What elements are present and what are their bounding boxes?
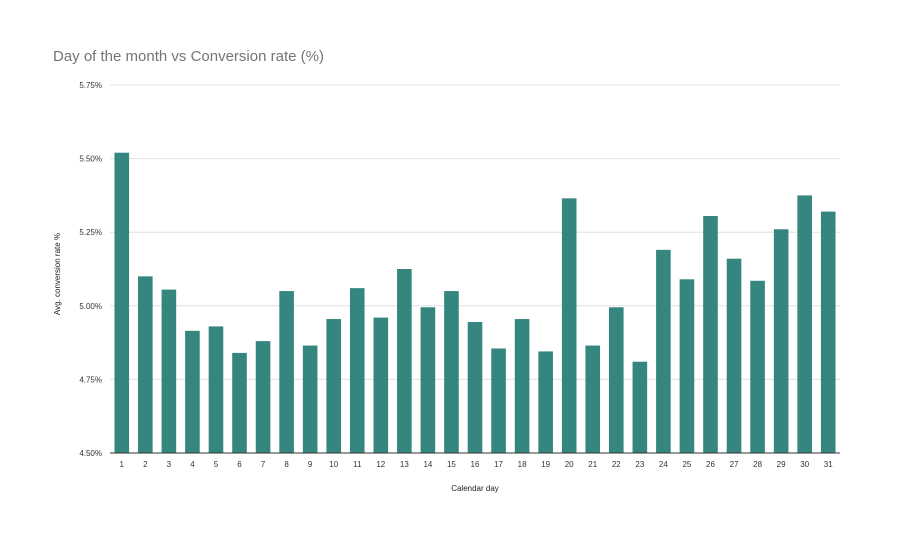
x-tick-label: 2 bbox=[143, 460, 148, 469]
bar bbox=[514, 319, 530, 453]
gridlines bbox=[110, 84, 840, 380]
bar bbox=[491, 348, 506, 453]
x-tick-label: 7 bbox=[261, 460, 266, 469]
bar bbox=[161, 289, 177, 453]
bar bbox=[255, 341, 271, 453]
x-tick-label: 23 bbox=[635, 460, 644, 469]
bar bbox=[656, 249, 671, 453]
bar bbox=[208, 326, 224, 453]
bar bbox=[326, 319, 342, 453]
bar bbox=[444, 291, 459, 453]
x-axis-title: Calendar day bbox=[451, 484, 499, 493]
y-tick-label: 5.50% bbox=[79, 155, 102, 164]
bar bbox=[820, 211, 836, 453]
x-tick-label: 25 bbox=[682, 460, 691, 469]
bar bbox=[138, 276, 153, 453]
x-tick-label: 16 bbox=[471, 460, 480, 469]
x-tick-label: 26 bbox=[706, 460, 715, 469]
bar bbox=[467, 321, 483, 453]
y-tick-label: 4.50% bbox=[79, 449, 102, 458]
bar bbox=[114, 152, 130, 453]
bar bbox=[538, 351, 553, 453]
bar bbox=[797, 195, 812, 453]
x-tick-label: 1 bbox=[120, 460, 125, 469]
bar bbox=[279, 291, 294, 453]
bar bbox=[232, 352, 247, 453]
x-tick-label: 31 bbox=[824, 460, 833, 469]
x-tick-label: 15 bbox=[447, 460, 456, 469]
x-tick-label: 22 bbox=[612, 460, 621, 469]
bar bbox=[397, 269, 412, 453]
x-axis-ticks: 1 2 3 4 5 6 7 8 9 10 11 12 13 14 15 16 17 18 19 20 21 22 23 24 2… bbox=[120, 460, 834, 469]
y-axis-title: Avg. conversion rate % bbox=[53, 233, 62, 315]
x-tick-label: 28 bbox=[753, 460, 762, 469]
x-tick-label: 19 bbox=[541, 460, 550, 469]
x-tick-label: 3 bbox=[167, 460, 172, 469]
x-tick-label: 13 bbox=[400, 460, 409, 469]
bar bbox=[561, 198, 577, 453]
x-tick-label: 24 bbox=[659, 460, 668, 469]
x-tick-label: 18 bbox=[518, 460, 527, 469]
x-tick-label: 12 bbox=[376, 460, 385, 469]
bar bbox=[703, 216, 718, 453]
y-tick-label: 4.75% bbox=[79, 375, 102, 384]
x-tick-label: 27 bbox=[730, 460, 739, 469]
y-tick-label: 5.00% bbox=[79, 302, 102, 311]
x-tick-label: 10 bbox=[329, 460, 338, 469]
bar bbox=[608, 307, 624, 453]
x-tick-label: 17 bbox=[494, 460, 503, 469]
bar bbox=[349, 288, 365, 453]
bar bbox=[679, 279, 695, 453]
y-tick-label: 5.25% bbox=[79, 228, 102, 237]
x-tick-label: 21 bbox=[588, 460, 597, 469]
x-tick-label: 14 bbox=[423, 460, 432, 469]
bar bbox=[185, 330, 200, 453]
bar bbox=[420, 307, 436, 453]
bars bbox=[114, 152, 836, 453]
x-tick-label: 4 bbox=[190, 460, 195, 469]
x-tick-label: 9 bbox=[308, 460, 313, 469]
bar bbox=[773, 229, 789, 453]
bar bbox=[750, 280, 765, 453]
bar bbox=[585, 345, 601, 453]
bar bbox=[632, 361, 648, 453]
x-tick-label: 5 bbox=[214, 460, 219, 469]
x-tick-label: 30 bbox=[800, 460, 809, 469]
bar bbox=[373, 317, 389, 453]
x-tick-label: 29 bbox=[777, 460, 786, 469]
x-tick-label: 6 bbox=[237, 460, 242, 469]
bar bbox=[302, 345, 318, 453]
y-tick-label: 5.75% bbox=[79, 81, 102, 90]
x-tick-label: 11 bbox=[353, 460, 362, 469]
chart-title: Day of the month vs Conversion rate (%) bbox=[53, 48, 324, 65]
x-tick-label: 8 bbox=[284, 460, 289, 469]
x-tick-label: 20 bbox=[565, 460, 574, 469]
bar bbox=[726, 258, 742, 453]
y-axis-ticks: 4.50% 4.75% 5.00% 5.25% 5.50% 5.75% bbox=[79, 81, 102, 458]
